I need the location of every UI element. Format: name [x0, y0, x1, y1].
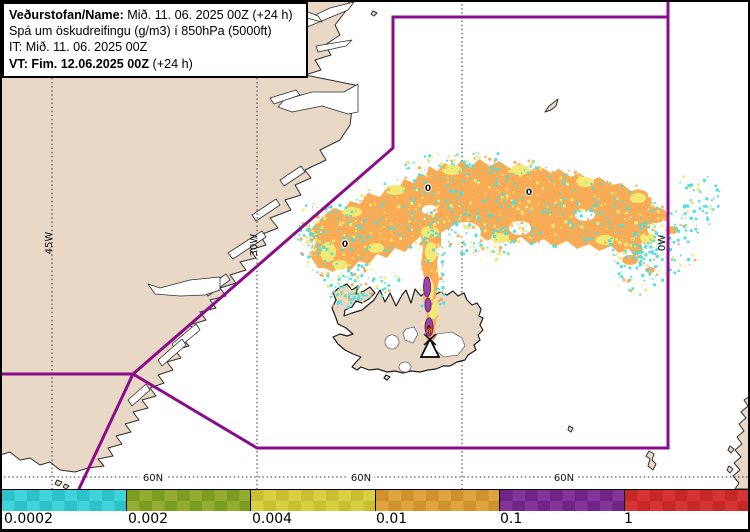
colorbar-seg-004 — [251, 490, 376, 513]
vent-contour-label: 0 — [427, 328, 431, 336]
volcano-marker — [419, 333, 441, 358]
scotland-coast — [732, 395, 750, 490]
faroe-islands — [645, 450, 657, 471]
issuer-label: Veðurstofan/Name: — [9, 8, 124, 22]
meridian-label-0w: 0W — [657, 235, 668, 251]
colorbar-seg-002 — [126, 490, 251, 513]
colorbar-seg-1e-1 — [500, 490, 625, 513]
header-line-4: VT: Fim. 12.06.2025 00Z (+24 h) — [9, 56, 301, 72]
header-line-3: IT: Mið. 11. 06. 2025 00Z — [9, 40, 148, 55]
svg-text:0: 0 — [526, 188, 532, 198]
contour-labels: 0 0 0 0 — [341, 183, 533, 336]
colorbar-seg-01 — [375, 490, 500, 513]
colorbar-tick: 0.002 — [128, 511, 169, 527]
issuer-datetime: Mið. 11. 06. 2025 00Z (+24 h) — [123, 8, 293, 22]
ash-plume-core — [423, 276, 434, 337]
colorbar-seg-1 — [624, 490, 748, 513]
svg-text:0: 0 — [342, 240, 348, 250]
ash-speckles — [297, 151, 721, 334]
jan-mayen-island — [544, 98, 559, 113]
colorbar-tick: 0.1 — [500, 511, 523, 527]
advisory-boundary — [0, 0, 670, 492]
colorbar-tick: 0.01 — [376, 511, 408, 527]
concentration-colorbar — [1, 489, 749, 514]
greenland-landmass — [0, 0, 750, 490]
greenland-fjords — [127, 1, 359, 407]
valid-time-label: VT: Fim. 12.06.2025 00Z — [9, 56, 150, 71]
meridian-label-30w: 30W — [249, 234, 260, 257]
myrdalsjokull-glacier — [398, 361, 412, 373]
graticule-labels: 45W 30W 0W 60N 60N 60N — [44, 232, 668, 484]
colorbar-tick: 0.0002 — [4, 511, 53, 527]
ash-plume — [297, 151, 721, 342]
parallel-label-60n: 60N — [554, 473, 574, 484]
forecast-header-box: Veðurstofan/Name: Mið. 11. 06. 2025 00Z … — [2, 2, 308, 78]
iceland-glaciers — [384, 326, 466, 373]
parallel-label-60n: 60N — [351, 473, 371, 484]
langjokull-glacier — [402, 326, 419, 344]
colorbar-labels: 0.0002 0.002 0.004 0.01 0.1 1 — [0, 511, 750, 529]
valid-time-offset: (+24 h) — [149, 56, 193, 71]
header-line-2: Spá um öskudreifingu (g/m3) í 850hPa (50… — [9, 24, 272, 39]
colorbar-seg-0002 — [2, 490, 127, 513]
header-line-1: Veðurstofan/Name: Mið. 11. 06. 2025 00Z … — [9, 7, 301, 23]
parallel-label-60n: 60N — [143, 473, 163, 484]
colorbar-tick: 1 — [624, 511, 633, 527]
meridian-label-45w: 45W — [44, 232, 55, 255]
svg-text:0: 0 — [425, 184, 431, 194]
colorbar-tick: 0.004 — [252, 511, 293, 527]
hofsjokull-glacier — [384, 334, 400, 350]
